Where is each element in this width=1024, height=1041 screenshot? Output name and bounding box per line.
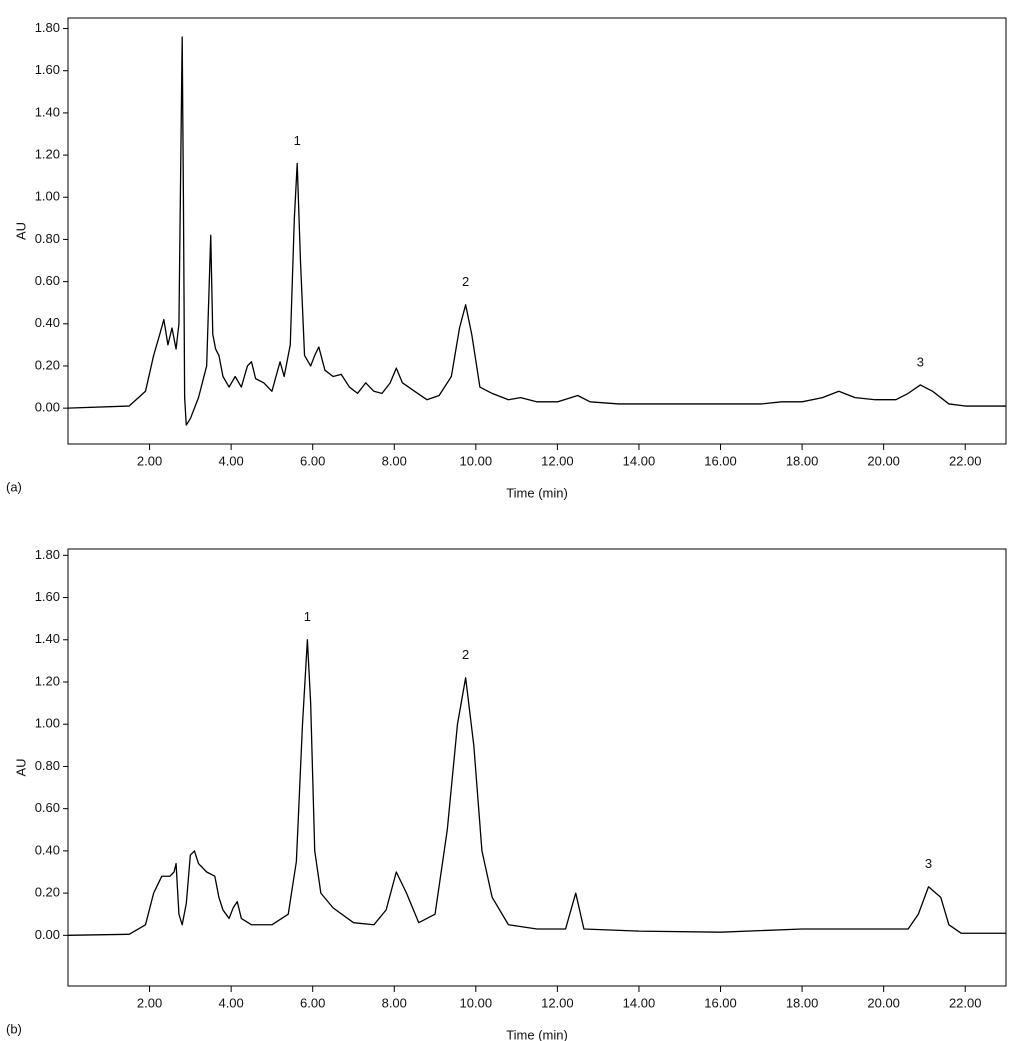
x-tick-label: 2.00 xyxy=(137,995,162,1010)
y-tick-label: 1.00 xyxy=(35,189,60,204)
x-tick-label: 6.00 xyxy=(300,453,325,468)
plot-frame xyxy=(67,17,1007,445)
x-tick-label: 10.00 xyxy=(460,453,493,468)
x-tick-label: 12.00 xyxy=(541,995,574,1010)
x-tick-label: 4.00 xyxy=(218,453,243,468)
x-tick-label: 10.00 xyxy=(460,995,493,1010)
x-tick-label: 16.00 xyxy=(704,453,737,468)
y-tick-label: 1.40 xyxy=(35,631,60,646)
y-tick-label: 0.60 xyxy=(35,800,60,815)
y-tick-label: 0.20 xyxy=(35,885,60,900)
y-tick-label: 0.00 xyxy=(35,400,60,415)
x-tick-label: 14.00 xyxy=(623,453,656,468)
chromatogram-trace xyxy=(67,36,1006,426)
panel-label: (b) xyxy=(6,1021,22,1036)
y-axis-label: AU xyxy=(13,758,28,776)
y-tick-label: 1.80 xyxy=(35,547,60,562)
x-tick-label: 20.00 xyxy=(867,995,900,1010)
y-tick-label: 0.80 xyxy=(35,758,60,773)
x-tick-label: 16.00 xyxy=(704,995,737,1010)
y-tick-label: 1.20 xyxy=(35,673,60,688)
y-tick-label: 1.80 xyxy=(35,20,60,35)
x-tick-label: 20.00 xyxy=(867,453,900,468)
x-tick-label: 2.00 xyxy=(137,453,162,468)
plot-frame xyxy=(67,548,1007,987)
x-tick-label: 4.00 xyxy=(218,995,243,1010)
y-tick-label: 0.40 xyxy=(35,842,60,857)
y-tick-label: 0.20 xyxy=(35,357,60,372)
x-tick-label: 6.00 xyxy=(300,995,325,1010)
y-tick-label: 1.40 xyxy=(35,104,60,119)
peak-label: 1 xyxy=(304,609,311,624)
peak-label: 2 xyxy=(462,274,469,289)
x-axis-label: Time (min) xyxy=(506,485,568,500)
y-tick-label: 0.60 xyxy=(35,273,60,288)
peak-label: 3 xyxy=(925,856,932,871)
x-axis-label: Time (min) xyxy=(506,1027,568,1041)
y-tick-label: 1.20 xyxy=(35,147,60,162)
y-tick-label: 1.60 xyxy=(35,62,60,77)
y-tick-label: 1.00 xyxy=(35,716,60,731)
x-tick-label: 18.00 xyxy=(786,453,819,468)
chromatogram-trace xyxy=(67,639,1006,936)
x-tick-label: 22.00 xyxy=(949,995,982,1010)
y-tick-label: 0.00 xyxy=(35,927,60,942)
x-tick-label: 14.00 xyxy=(623,995,656,1010)
peak-label: 3 xyxy=(917,354,924,369)
x-tick-label: 8.00 xyxy=(382,995,407,1010)
y-tick-label: 0.40 xyxy=(35,315,60,330)
x-tick-label: 8.00 xyxy=(382,453,407,468)
peak-label: 1 xyxy=(294,133,301,148)
x-tick-label: 18.00 xyxy=(786,995,819,1010)
y-axis-label: AU xyxy=(13,222,28,240)
peak-label: 2 xyxy=(462,647,469,662)
y-tick-label: 1.60 xyxy=(35,589,60,604)
panel-label: (a) xyxy=(6,479,22,494)
y-tick-label: 0.80 xyxy=(35,231,60,246)
x-tick-label: 22.00 xyxy=(949,453,982,468)
x-tick-label: 12.00 xyxy=(541,453,574,468)
